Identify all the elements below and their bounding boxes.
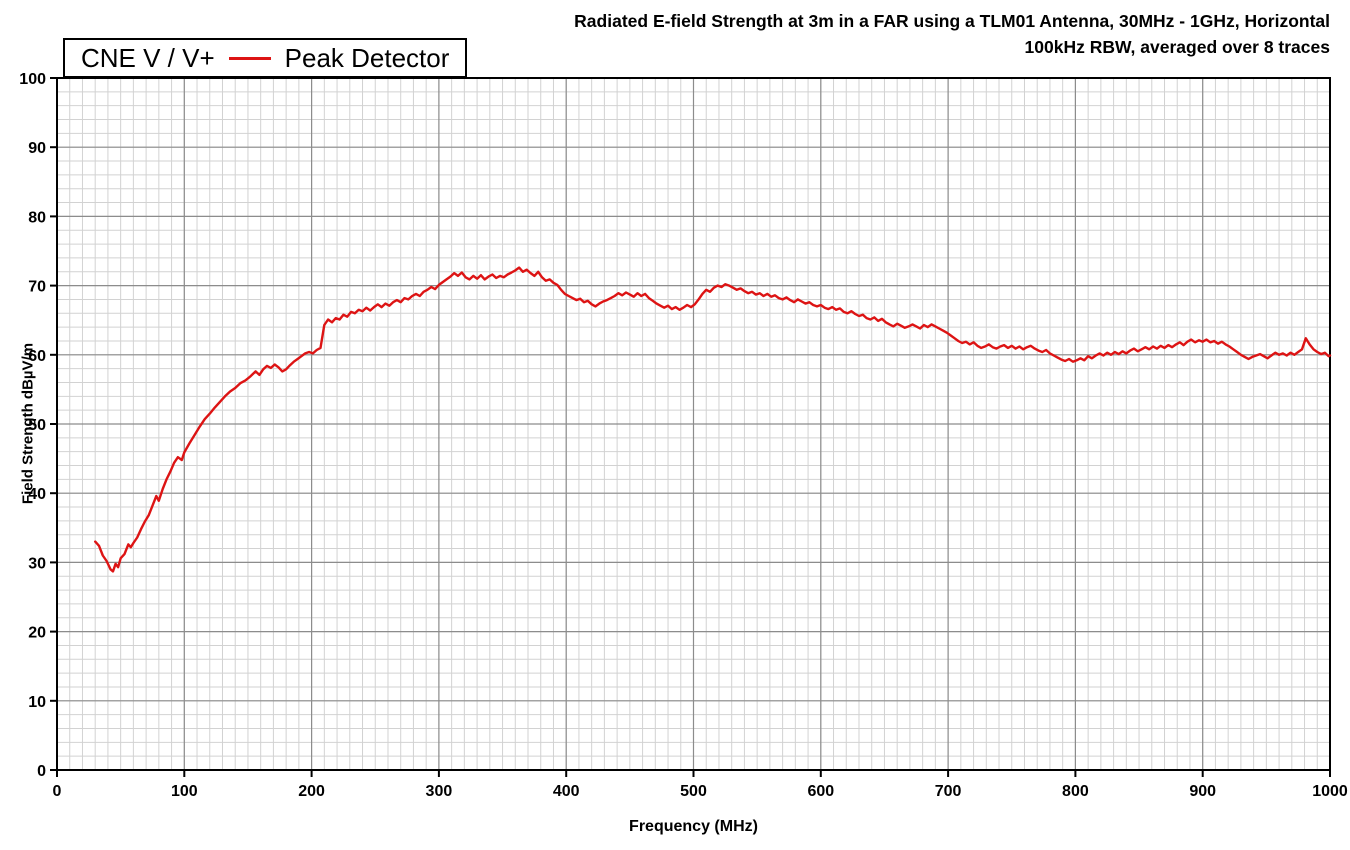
svg-text:0: 0 <box>53 783 62 800</box>
legend-series-line-icon <box>228 56 271 60</box>
svg-text:700: 700 <box>935 783 962 800</box>
svg-text:100: 100 <box>19 71 46 88</box>
svg-text:800: 800 <box>1062 783 1089 800</box>
svg-text:50: 50 <box>28 417 46 434</box>
svg-text:30: 30 <box>28 555 46 572</box>
legend-box: CNE V / V+ Peak Detector <box>63 38 468 78</box>
svg-text:200: 200 <box>298 783 325 800</box>
legend-series-label: Peak Detector <box>284 42 450 73</box>
svg-text:80: 80 <box>28 209 46 226</box>
svg-text:500: 500 <box>680 783 707 800</box>
svg-text:90: 90 <box>28 140 46 157</box>
y-axis-title: Field Strength dBµV/m <box>19 342 37 505</box>
svg-text:70: 70 <box>28 279 46 296</box>
x-axis-title: Frequency (MHz) <box>629 818 758 835</box>
svg-text:40: 40 <box>28 486 46 503</box>
svg-text:400: 400 <box>553 783 580 800</box>
svg-text:0: 0 <box>37 763 46 780</box>
svg-text:60: 60 <box>28 348 46 365</box>
legend-device-label: CNE V / V+ <box>81 42 215 73</box>
svg-text:20: 20 <box>28 625 46 642</box>
svg-text:600: 600 <box>807 783 834 800</box>
svg-text:300: 300 <box>426 783 453 800</box>
chart-title-line2: 100kHz RBW, averaged over 8 traces <box>1024 37 1330 58</box>
svg-text:100: 100 <box>171 783 198 800</box>
svg-text:1000: 1000 <box>1312 783 1348 800</box>
chart-title-line1: Radiated E-field Strength at 3m in a FAR… <box>574 11 1330 31</box>
chart-title: Radiated E-field Strength at 3m in a FAR… <box>230 8 1330 61</box>
svg-text:900: 900 <box>1189 783 1216 800</box>
svg-text:10: 10 <box>28 694 46 711</box>
